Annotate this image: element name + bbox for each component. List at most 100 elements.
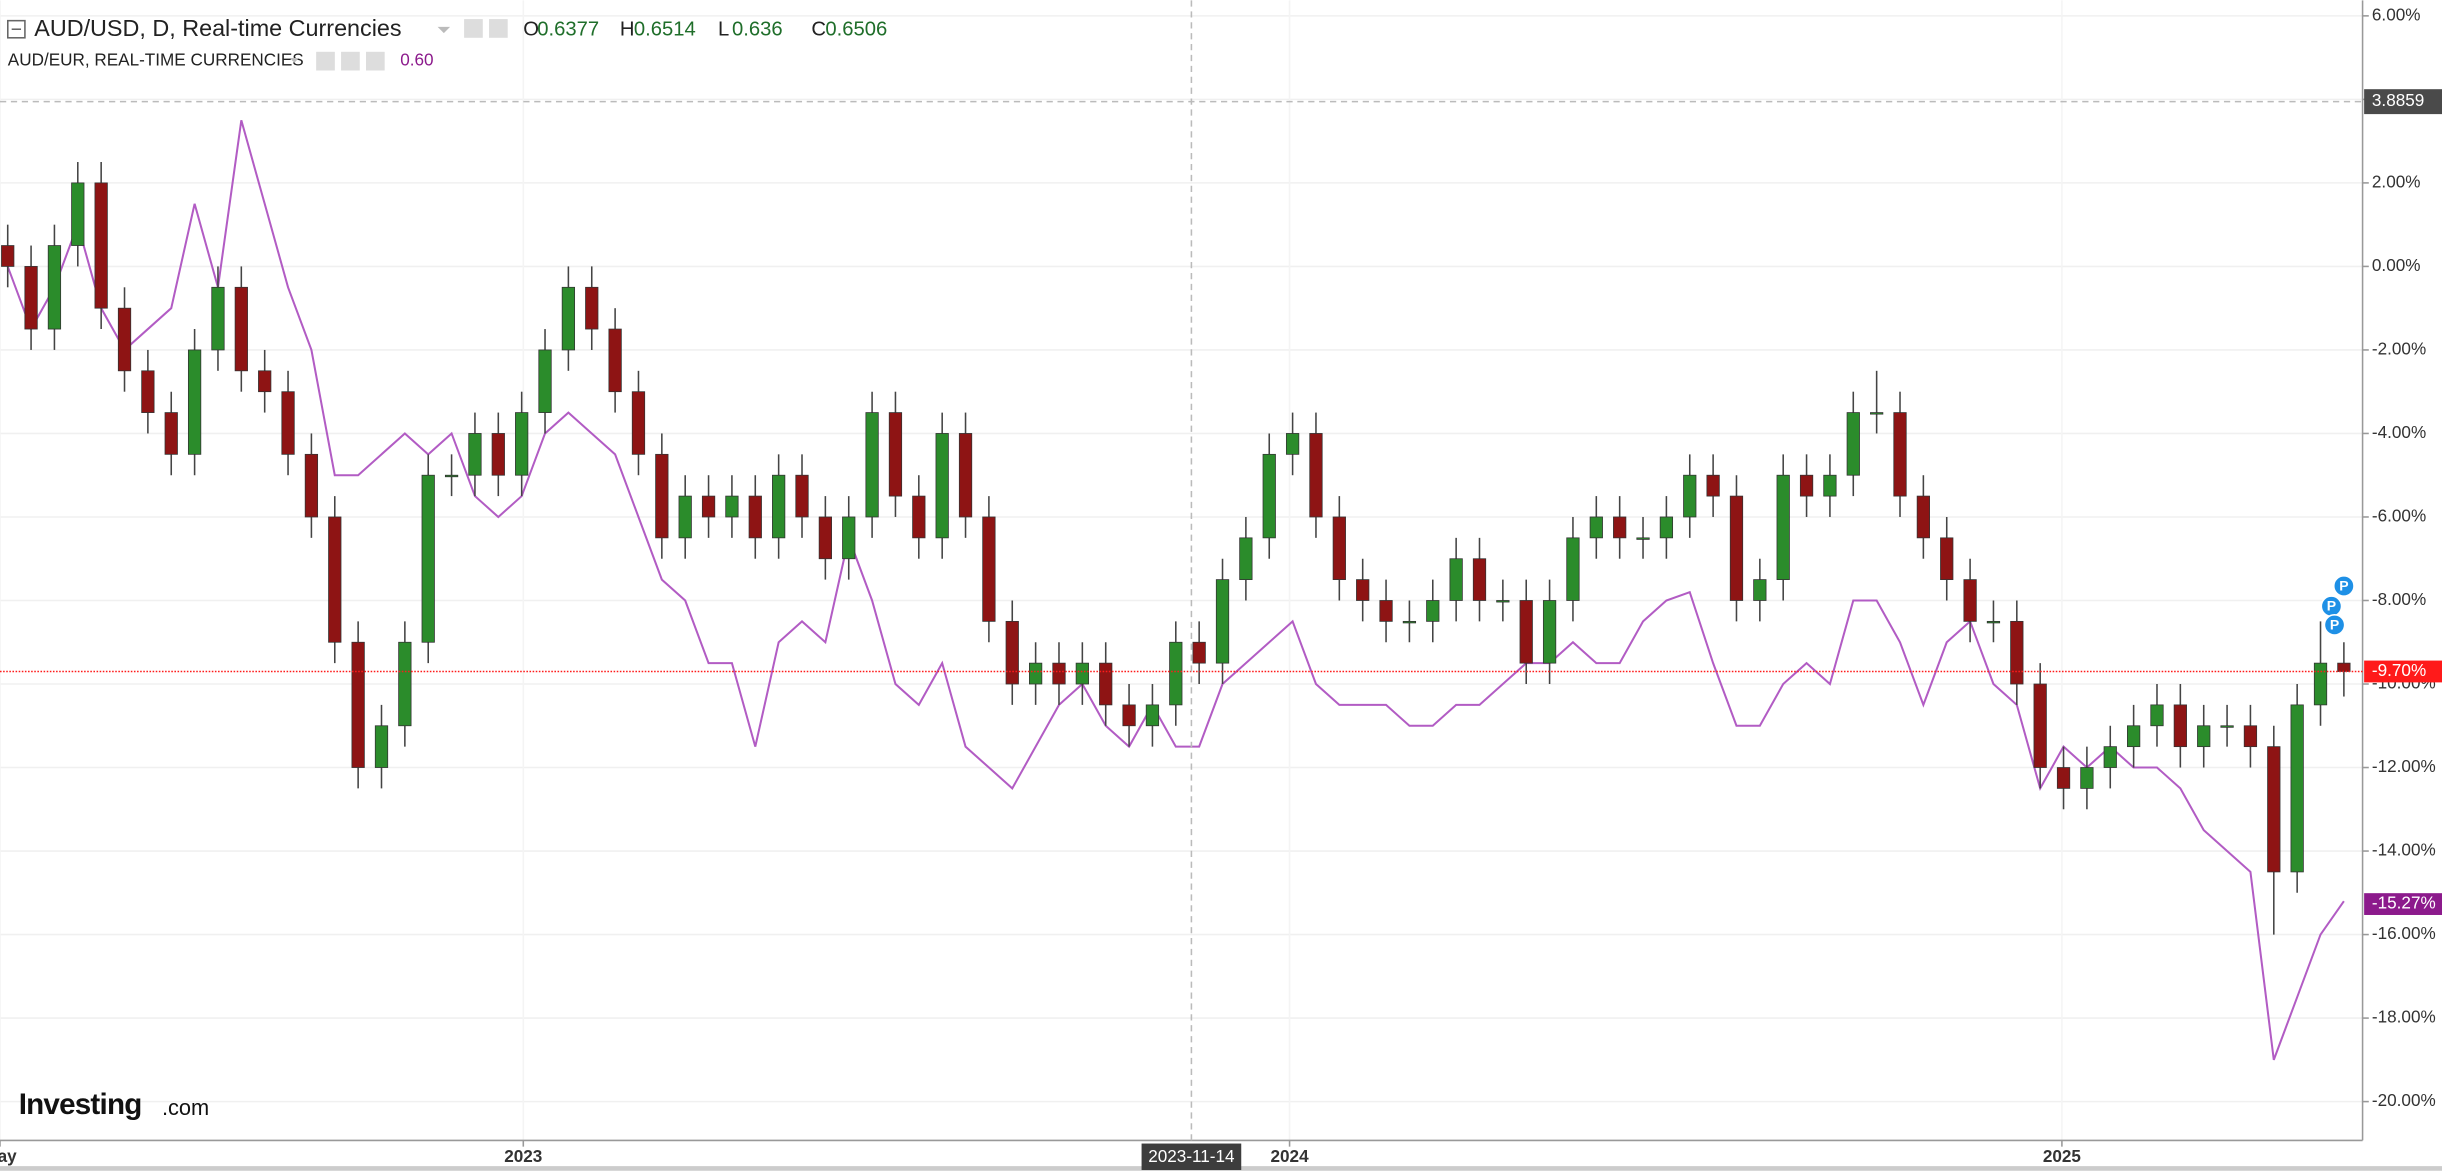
candle-body [234, 286, 248, 372]
candle-body [421, 474, 435, 643]
candle-body [117, 307, 132, 372]
candle-body [468, 433, 482, 476]
event-marker-label: P [2339, 577, 2348, 593]
candle-body [935, 433, 949, 539]
candle-body [842, 516, 856, 560]
crosshair-x-label: 2023-11-14 [1148, 1146, 1235, 1166]
settings-icon[interactable] [464, 19, 483, 38]
event-marker[interactable]: P [2320, 595, 2343, 618]
ohlc-label: L [718, 18, 729, 40]
main-series-title: AUD/USD, D, Real-time Currencies [34, 15, 401, 41]
candle-body [1659, 516, 1674, 539]
dropdown-arrow[interactable] [289, 58, 300, 63]
candle-body [515, 412, 529, 476]
candle-body [748, 495, 762, 539]
candle-body [71, 182, 85, 246]
last-value-tag [2364, 893, 2442, 915]
candle-body [1589, 516, 1603, 539]
remove-icon[interactable] [365, 51, 385, 71]
candle-body [2173, 704, 2187, 748]
candle-body [491, 433, 505, 476]
candle-body [94, 182, 108, 309]
candle-body [2267, 746, 2281, 873]
candle-body [725, 495, 739, 518]
candle-body [47, 245, 62, 330]
ohlc-value: 0.6514 [634, 18, 696, 40]
candle-body [1029, 662, 1043, 685]
x-tick-label: 2023 [504, 1146, 542, 1166]
dropdown-arrow[interactable] [437, 26, 451, 34]
collapse-button[interactable] [7, 19, 26, 39]
candle-body [1449, 558, 1463, 601]
candle-body [2080, 767, 2094, 789]
candle-body [2056, 767, 2071, 789]
candle-body [1916, 495, 1930, 539]
candle-body [912, 495, 926, 539]
y-tick-label: 6.00% [2372, 4, 2421, 24]
candle-body [1332, 516, 1346, 581]
candle-body [1799, 474, 1814, 497]
event-marker[interactable]: P [2332, 575, 2355, 597]
candle-body [444, 474, 459, 478]
compare-line [6, 119, 2345, 1061]
candle-body [1215, 579, 1230, 664]
candle-body [2243, 725, 2258, 748]
candle-body [187, 349, 202, 455]
last-value-tag [2364, 660, 2442, 683]
candle-body [678, 495, 692, 539]
candle-body [1986, 620, 2001, 624]
candle-body [351, 641, 365, 768]
candle-body [1542, 600, 1557, 664]
candle-body [795, 474, 809, 518]
candle-body [1, 245, 15, 267]
candle-body [2337, 662, 2351, 672]
candle-body [1309, 433, 1323, 518]
event-marker[interactable]: P [2323, 614, 2346, 636]
y-tick-label: -16.00% [2372, 923, 2436, 943]
ohlc-label: H [620, 18, 635, 40]
candle-body [1122, 704, 1136, 727]
candle-body [1753, 579, 1767, 601]
x-tick-label: May [0, 1146, 17, 1166]
last-value-label: -15.27% [2372, 893, 2436, 913]
last-value-label: -9.70% [2372, 660, 2426, 680]
candle-body [818, 516, 832, 560]
y-tick-label: 2.00% [2372, 171, 2421, 191]
candle-body [1893, 412, 1907, 497]
candle-body [1472, 558, 1487, 601]
candle-body [164, 412, 178, 455]
visibility-icon[interactable] [316, 51, 335, 71]
candle-body [398, 641, 412, 727]
candle-body [24, 266, 38, 330]
candle-body [1402, 620, 1417, 624]
candle-body [1963, 579, 1977, 622]
candle-body [1823, 474, 1837, 497]
candle-body [2033, 683, 2047, 768]
candle-body [1075, 662, 1089, 685]
candle-body [1379, 600, 1393, 622]
logo-suffix: .com [162, 1095, 209, 1120]
y-tick-label: -18.00% [2372, 1007, 2436, 1027]
compare-series-title: AUD/EUR, REAL-TIME CURRENCIES [8, 50, 304, 70]
candle-body [608, 328, 622, 393]
candle-body [1005, 620, 1019, 685]
candle-body [1706, 474, 1720, 497]
candle-body [141, 370, 155, 413]
compare-value: 0.60 [400, 50, 433, 70]
candle-body [1683, 474, 1697, 518]
settings-icon[interactable] [341, 51, 360, 71]
logo: Investing [19, 1088, 142, 1121]
candle-body [2197, 725, 2211, 748]
settings-icon[interactable] [489, 19, 508, 38]
candle-body [1356, 579, 1370, 601]
candle-body [1519, 600, 1533, 664]
candle-body [1239, 537, 1253, 581]
candle-body [1099, 662, 1113, 706]
candle-body [1496, 600, 1510, 603]
event-marker-circle [2332, 575, 2355, 597]
y-tick-label: -2.00% [2372, 338, 2426, 358]
ohlc-value: 0.636 [732, 18, 783, 40]
